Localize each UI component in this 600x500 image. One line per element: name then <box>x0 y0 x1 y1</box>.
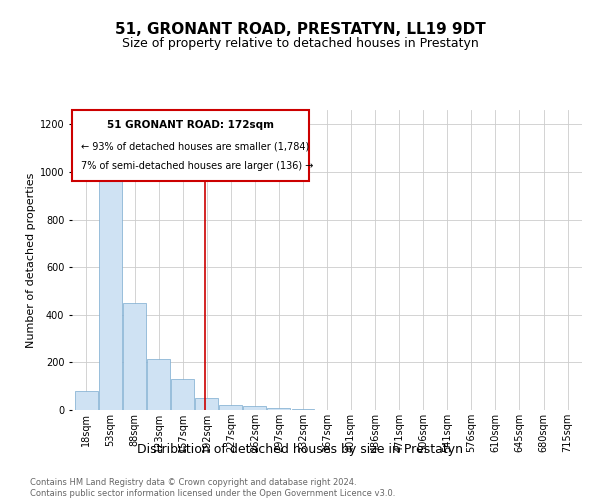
Y-axis label: Number of detached properties: Number of detached properties <box>26 172 35 348</box>
Text: 7% of semi-detached houses are larger (136) →: 7% of semi-detached houses are larger (1… <box>80 161 313 171</box>
Text: Distribution of detached houses by size in Prestatyn: Distribution of detached houses by size … <box>137 442 463 456</box>
Text: 51, GRONANT ROAD, PRESTATYN, LL19 9DT: 51, GRONANT ROAD, PRESTATYN, LL19 9DT <box>115 22 485 38</box>
Text: 51 GRONANT ROAD: 172sqm: 51 GRONANT ROAD: 172sqm <box>107 120 274 130</box>
Bar <box>75 391 98 410</box>
Text: Size of property relative to detached houses in Prestatyn: Size of property relative to detached ho… <box>122 38 478 51</box>
Bar <box>292 409 314 410</box>
Text: Contains HM Land Registry data © Crown copyright and database right 2024.
Contai: Contains HM Land Registry data © Crown c… <box>30 478 395 498</box>
FancyBboxPatch shape <box>72 110 309 180</box>
Bar <box>171 379 194 410</box>
Bar <box>195 398 218 410</box>
Bar <box>123 303 146 410</box>
Bar <box>220 405 242 410</box>
Text: ← 93% of detached houses are smaller (1,784): ← 93% of detached houses are smaller (1,… <box>80 142 309 152</box>
Bar <box>147 359 170 410</box>
Bar <box>268 408 290 410</box>
Bar <box>244 406 266 410</box>
Bar <box>99 179 122 410</box>
